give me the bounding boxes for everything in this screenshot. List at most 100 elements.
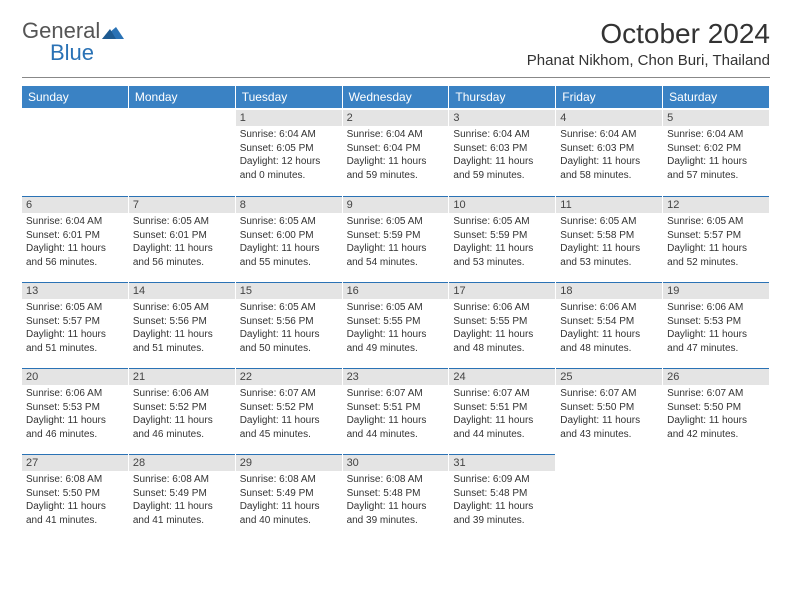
day-details: Sunrise: 6:06 AMSunset: 5:53 PMDaylight:… <box>667 301 765 355</box>
calendar-cell: 30 Sunrise: 6:08 AMSunset: 5:48 PMDayligh… <box>343 452 450 538</box>
day-number: 20 <box>22 368 128 385</box>
calendar-cell: 13Sunrise: 6:05 AMSunset: 5:57 PMDayligh… <box>22 280 129 366</box>
calendar-cell: 8 Sunrise: 6:05 AMSunset: 6:00 PMDaylight… <box>236 194 343 280</box>
title-block: October 2024 Phanat Nikhom, Chon Buri, T… <box>527 18 770 69</box>
logo-icon <box>102 23 124 39</box>
calendar-cell <box>22 108 129 194</box>
top-rule <box>22 77 770 78</box>
day-number: 29 <box>236 454 342 471</box>
day-header: Sunday <box>22 86 129 108</box>
day-header: Wednesday <box>343 86 450 108</box>
calendar-cell: 11 Sunrise: 6:05 AMSunset: 5:58 PMDayligh… <box>556 194 663 280</box>
day-details: Sunrise: 6:07 AMSunset: 5:50 PMDaylight:… <box>560 387 658 441</box>
logo-word2: Blue <box>50 40 94 66</box>
calendar-cell: 23Sunrise: 6:07 AMSunset: 5:51 PMDayligh… <box>343 366 450 452</box>
day-number: 27 <box>22 454 128 471</box>
location: Phanat Nikhom, Chon Buri, Thailand <box>527 52 770 69</box>
day-details: Sunrise: 6:06 AMSunset: 5:52 PMDaylight:… <box>133 387 231 441</box>
day-details: Sunrise: 6:04 AMSunset: 6:05 PMDaylight:… <box>240 128 338 182</box>
day-details: Sunrise: 6:07 AMSunset: 5:50 PMDaylight:… <box>667 387 765 441</box>
calendar-grid: SundayMondayTuesdayWednesdayThursdayFrid… <box>22 86 770 538</box>
calendar-cell <box>129 108 236 194</box>
day-details: Sunrise: 6:05 AMSunset: 5:56 PMDaylight:… <box>240 301 338 355</box>
day-details: Sunrise: 6:06 AMSunset: 5:55 PMDaylight:… <box>453 301 551 355</box>
calendar-cell: 26 Sunrise: 6:07 AMSunset: 5:50 PMDayligh… <box>663 366 770 452</box>
day-details: Sunrise: 6:06 AMSunset: 5:54 PMDaylight:… <box>560 301 658 355</box>
calendar-cell: 24 Sunrise: 6:07 AMSunset: 5:51 PMDayligh… <box>449 366 556 452</box>
day-number: 12 <box>663 196 769 213</box>
day-details: Sunrise: 6:08 AMSunset: 5:48 PMDaylight:… <box>347 473 445 527</box>
day-details: Sunrise: 6:05 AMSunset: 6:00 PMDaylight:… <box>240 215 338 269</box>
day-details: Sunrise: 6:07 AMSunset: 5:52 PMDaylight:… <box>240 387 338 441</box>
calendar-cell: 19 Sunrise: 6:06 AMSunset: 5:53 PMDayligh… <box>663 280 770 366</box>
day-number: 30 <box>343 454 449 471</box>
day-header: Tuesday <box>236 86 343 108</box>
day-number: 18 <box>556 282 662 299</box>
calendar-cell: 29 Sunrise: 6:08 AMSunset: 5:49 PMDayligh… <box>236 452 343 538</box>
day-number: 24 <box>449 368 555 385</box>
calendar-cell: 21 Sunrise: 6:06 AMSunset: 5:52 PMDayligh… <box>129 366 236 452</box>
day-details: Sunrise: 6:05 AMSunset: 5:55 PMDaylight:… <box>347 301 445 355</box>
month-title: October 2024 <box>527 18 770 50</box>
day-number: 26 <box>663 368 769 385</box>
calendar-cell: 1 Sunrise: 6:04 AMSunset: 6:05 PMDaylight… <box>236 108 343 194</box>
day-number: 8 <box>236 196 342 213</box>
calendar-cell: 22 Sunrise: 6:07 AMSunset: 5:52 PMDayligh… <box>236 366 343 452</box>
day-number: 5 <box>663 110 769 126</box>
day-details: Sunrise: 6:07 AMSunset: 5:51 PMDaylight:… <box>453 387 551 441</box>
calendar-cell: 28 Sunrise: 6:08 AMSunset: 5:49 PMDayligh… <box>129 452 236 538</box>
day-number: 31 <box>449 454 555 471</box>
day-details: Sunrise: 6:05 AMSunset: 6:01 PMDaylight:… <box>133 215 231 269</box>
day-number: 28 <box>129 454 235 471</box>
calendar-cell: 5 Sunrise: 6:04 AMSunset: 6:02 PMDaylight… <box>663 108 770 194</box>
day-number: 1 <box>236 110 342 126</box>
calendar-cell: 27 Sunrise: 6:08 AMSunset: 5:50 PMDayligh… <box>22 452 129 538</box>
day-number: 21 <box>129 368 235 385</box>
day-number: 22 <box>236 368 342 385</box>
calendar-cell: 17Sunrise: 6:06 AMSunset: 5:55 PMDayligh… <box>449 280 556 366</box>
day-details: Sunrise: 6:08 AMSunset: 5:50 PMDaylight:… <box>26 473 124 527</box>
day-number: 16 <box>343 282 449 299</box>
calendar-cell <box>663 452 770 538</box>
day-details: Sunrise: 6:04 AMSunset: 6:02 PMDaylight:… <box>667 128 765 182</box>
day-details: Sunrise: 6:04 AMSunset: 6:03 PMDaylight:… <box>453 128 551 182</box>
calendar-cell: 9Sunrise: 6:05 AMSunset: 5:59 PMDaylight… <box>343 194 450 280</box>
calendar-cell: 2Sunrise: 6:04 AMSunset: 6:04 PMDaylight… <box>343 108 450 194</box>
day-number: 6 <box>22 196 128 213</box>
calendar-cell: 3 Sunrise: 6:04 AMSunset: 6:03 PMDaylight… <box>449 108 556 194</box>
header: General October 2024 Phanat Nikhom, Chon… <box>22 18 770 69</box>
day-number: 19 <box>663 282 769 299</box>
day-details: Sunrise: 6:05 AMSunset: 5:57 PMDaylight:… <box>667 215 765 269</box>
calendar-cell: 4Sunrise: 6:04 AMSunset: 6:03 PMDaylight… <box>556 108 663 194</box>
calendar-cell <box>556 452 663 538</box>
calendar-cell: 10Sunrise: 6:05 AMSunset: 5:59 PMDayligh… <box>449 194 556 280</box>
day-details: Sunrise: 6:05 AMSunset: 5:56 PMDaylight:… <box>133 301 231 355</box>
calendar-cell: 7 Sunrise: 6:05 AMSunset: 6:01 PMDaylight… <box>129 194 236 280</box>
day-number: 3 <box>449 110 555 126</box>
day-details: Sunrise: 6:05 AMSunset: 5:59 PMDaylight:… <box>347 215 445 269</box>
calendar-cell: 15 Sunrise: 6:05 AMSunset: 5:56 PMDayligh… <box>236 280 343 366</box>
calendar-cell: 12 Sunrise: 6:05 AMSunset: 5:57 PMDayligh… <box>663 194 770 280</box>
calendar-cell: 31Sunrise: 6:09 AMSunset: 5:48 PMDayligh… <box>449 452 556 538</box>
day-number: 25 <box>556 368 662 385</box>
calendar-cell: 18 Sunrise: 6:06 AMSunset: 5:54 PMDayligh… <box>556 280 663 366</box>
day-header: Saturday <box>663 86 770 108</box>
calendar-cell: 6Sunrise: 6:04 AMSunset: 6:01 PMDaylight… <box>22 194 129 280</box>
day-details: Sunrise: 6:05 AMSunset: 5:58 PMDaylight:… <box>560 215 658 269</box>
day-number: 14 <box>129 282 235 299</box>
calendar-cell: 14 Sunrise: 6:05 AMSunset: 5:56 PMDayligh… <box>129 280 236 366</box>
day-details: Sunrise: 6:07 AMSunset: 5:51 PMDaylight:… <box>347 387 445 441</box>
day-details: Sunrise: 6:05 AMSunset: 5:59 PMDaylight:… <box>453 215 551 269</box>
day-details: Sunrise: 6:06 AMSunset: 5:53 PMDaylight:… <box>26 387 124 441</box>
logo-line2: Blue <box>22 40 94 66</box>
day-number: 11 <box>556 196 662 213</box>
day-header: Friday <box>556 86 663 108</box>
day-header: Monday <box>129 86 236 108</box>
day-details: Sunrise: 6:04 AMSunset: 6:03 PMDaylight:… <box>560 128 658 182</box>
day-number: 7 <box>129 196 235 213</box>
day-details: Sunrise: 6:08 AMSunset: 5:49 PMDaylight:… <box>133 473 231 527</box>
day-number: 15 <box>236 282 342 299</box>
calendar-cell: 25 Sunrise: 6:07 AMSunset: 5:50 PMDayligh… <box>556 366 663 452</box>
calendar-cell: 20 Sunrise: 6:06 AMSunset: 5:53 PMDayligh… <box>22 366 129 452</box>
day-details: Sunrise: 6:08 AMSunset: 5:49 PMDaylight:… <box>240 473 338 527</box>
